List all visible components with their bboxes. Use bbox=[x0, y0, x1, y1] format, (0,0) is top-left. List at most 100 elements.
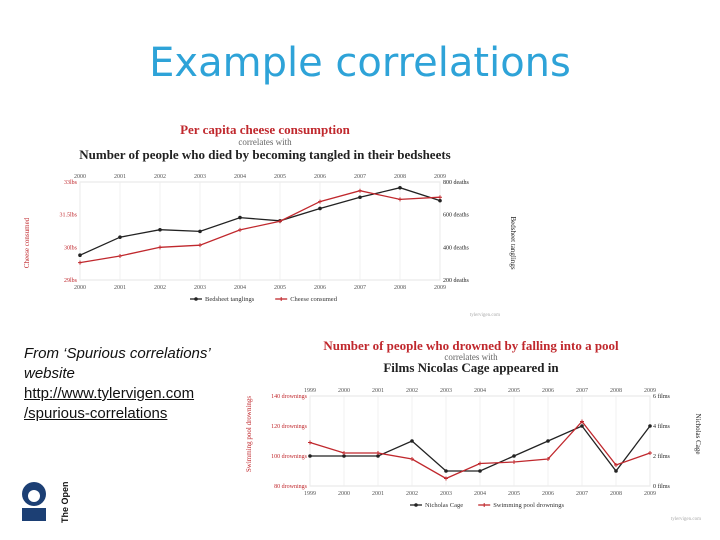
chart1-series-1-point bbox=[158, 245, 162, 250]
chart1-x-tick-top: 2000 bbox=[74, 174, 86, 180]
chart1-series-1-point bbox=[198, 243, 202, 248]
chart1-x-tick-bottom: 2007 bbox=[354, 285, 366, 291]
chart2-right-tick: 2 films bbox=[653, 453, 670, 460]
chart2-series-0-point bbox=[342, 454, 346, 458]
chart2-legend-marker bbox=[482, 503, 487, 507]
chart2-x-tick-bottom: 2004 bbox=[474, 491, 486, 497]
chart1-left-tick: 31.5lbs bbox=[59, 213, 77, 219]
chart2-x-tick-top: 2008 bbox=[610, 388, 622, 394]
chart2-left-tick: 140 drownings bbox=[271, 394, 307, 400]
chart2-x-tick-bottom: 2005 bbox=[508, 491, 520, 497]
chart2-x-tick-bottom: 2002 bbox=[406, 491, 418, 497]
chart1-series-1-point bbox=[398, 197, 402, 202]
chart1-x-tick-top: 2009 bbox=[434, 174, 446, 180]
chart1-x-tick-bottom: 2009 bbox=[434, 285, 446, 291]
chart1-right-tick: 600 deaths bbox=[443, 213, 469, 219]
chart1-series-1-point bbox=[278, 219, 282, 224]
chart1-series-0-point bbox=[398, 185, 402, 190]
chart1-series-1-point bbox=[318, 199, 322, 204]
chart2-x-tick-top: 2000 bbox=[338, 388, 350, 394]
chart2-x-tick-bottom: 2007 bbox=[576, 491, 588, 497]
chart1-legend-label: Bedsheet tanglings bbox=[205, 296, 255, 303]
chart1-x-tick-bottom: 2005 bbox=[274, 285, 286, 291]
chart2-right-tick: 6 films bbox=[653, 393, 670, 400]
chart2-legend-marker bbox=[414, 503, 418, 507]
chart1-x-tick-bottom: 2001 bbox=[114, 285, 126, 291]
chart1-series-0-point bbox=[118, 235, 122, 239]
chart2-left-axis-label: Swimming pool drownings bbox=[245, 396, 253, 473]
chart2-series-1-point bbox=[376, 451, 380, 455]
chart1-series-1-point bbox=[78, 260, 82, 265]
chart1-left-tick: 30lbs bbox=[64, 245, 78, 251]
chart2-title-top: Number of people who drowned by falling … bbox=[323, 338, 619, 353]
chart2-series-0-point bbox=[308, 454, 312, 458]
chart2-correlates: correlates with bbox=[444, 352, 498, 362]
chart2-series-1-point bbox=[478, 461, 482, 466]
chart2-x-tick-top: 2007 bbox=[576, 388, 588, 394]
chart1-correlates: correlates with bbox=[238, 137, 292, 147]
chart2-x-tick-top: 2001 bbox=[372, 388, 384, 394]
chart1-legend-marker bbox=[279, 297, 284, 301]
chart2-series-1-point bbox=[512, 460, 516, 464]
chart2-x-tick-top: 2003 bbox=[440, 388, 452, 394]
chart2-series-0-point bbox=[478, 469, 482, 473]
chart1-right-tick: 800 deaths bbox=[443, 180, 469, 186]
chart2-series-0-point bbox=[512, 454, 516, 458]
chart1-x-tick-top: 2006 bbox=[314, 174, 326, 180]
chart1-x-tick-top: 2005 bbox=[274, 174, 286, 180]
chart1-x-tick-top: 2001 bbox=[114, 174, 126, 180]
chart2-x-tick-bottom: 2006 bbox=[542, 491, 554, 497]
chart2-right-tick: 4 films bbox=[653, 423, 670, 430]
chart1-legend-marker bbox=[194, 297, 198, 301]
chart2-series-1-point bbox=[410, 457, 414, 461]
logo-base bbox=[22, 508, 46, 521]
chart2-right-tick: 0 films bbox=[653, 483, 670, 490]
chart2-series-0-point bbox=[580, 424, 584, 428]
chart2-x-tick-top: 2002 bbox=[406, 388, 418, 394]
logo-text: The Open University bbox=[60, 480, 70, 523]
chart2-left-tick: 120 drownings bbox=[271, 424, 307, 430]
chart1-x-tick-bottom: 2006 bbox=[314, 285, 326, 291]
chart2-series-0-point bbox=[546, 439, 550, 443]
chart2-x-tick-top: 1999 bbox=[304, 388, 316, 394]
chart1-series-0-point bbox=[78, 253, 82, 258]
chart2-series-1-point bbox=[444, 476, 448, 481]
source-link[interactable]: http://www.tylervigen.com /spurious-corr… bbox=[24, 384, 224, 424]
chart2-x-tick-bottom: 2008 bbox=[610, 491, 622, 497]
chart2-x-tick-top: 2005 bbox=[508, 388, 520, 394]
chart1-series-0-point bbox=[158, 227, 162, 232]
chart1-right-tick: 200 deaths bbox=[443, 278, 469, 284]
chart1-legend-label: Cheese consumed bbox=[290, 296, 338, 303]
chart1-series-1-line bbox=[79, 190, 441, 264]
source-caption: From ‘Spurious correlations’ website htt… bbox=[24, 344, 224, 424]
chart2-x-tick-bottom: 2001 bbox=[372, 491, 384, 497]
chart2-left-tick: 80 drownings bbox=[274, 484, 307, 490]
chart1-right-tick: 400 deaths bbox=[443, 245, 469, 251]
chart2-x-tick-bottom: 1999 bbox=[304, 491, 316, 497]
chart2-series-0-point bbox=[444, 469, 448, 473]
chart1-left-tick: 29lbs bbox=[64, 278, 78, 284]
chart1-x-tick-top: 2003 bbox=[194, 174, 206, 180]
chart2-x-tick-top: 2004 bbox=[474, 388, 486, 394]
chart1-series-0-line bbox=[79, 187, 441, 256]
chart1-series-0-point bbox=[198, 229, 202, 234]
chart2-series-1-point bbox=[614, 463, 618, 467]
chart1-title-bottom: Number of people who died by becoming ta… bbox=[79, 147, 451, 162]
chart1-x-tick-bottom: 2002 bbox=[154, 285, 166, 291]
chart1-x-tick-top: 2007 bbox=[354, 174, 366, 180]
chart2-series-0-point bbox=[614, 469, 618, 473]
chart2-source: tylervigen.com bbox=[671, 517, 701, 522]
chart1-x-tick-top: 2002 bbox=[154, 174, 166, 180]
chart2-left-tick: 100 drownings bbox=[271, 454, 307, 460]
source-link-line1: http://www.tylervigen.com bbox=[24, 385, 195, 402]
chart2-series-1-point bbox=[546, 457, 550, 461]
chart2-x-tick-top: 2006 bbox=[542, 388, 554, 394]
chart1-source: tylervigen.com bbox=[470, 313, 500, 318]
caption-text: From ‘Spurious correlations’ website bbox=[24, 345, 210, 382]
chart1-series-0-point bbox=[238, 215, 242, 220]
chart1-x-tick-bottom: 2008 bbox=[394, 285, 406, 291]
chart2-legend-label: Swimming pool drownings bbox=[493, 502, 564, 509]
chart2-title-bottom: Films Nicolas Cage appeared in bbox=[383, 360, 559, 375]
chart2-x-tick-bottom: 2009 bbox=[644, 491, 656, 497]
chart2-series-1-point bbox=[342, 451, 346, 455]
